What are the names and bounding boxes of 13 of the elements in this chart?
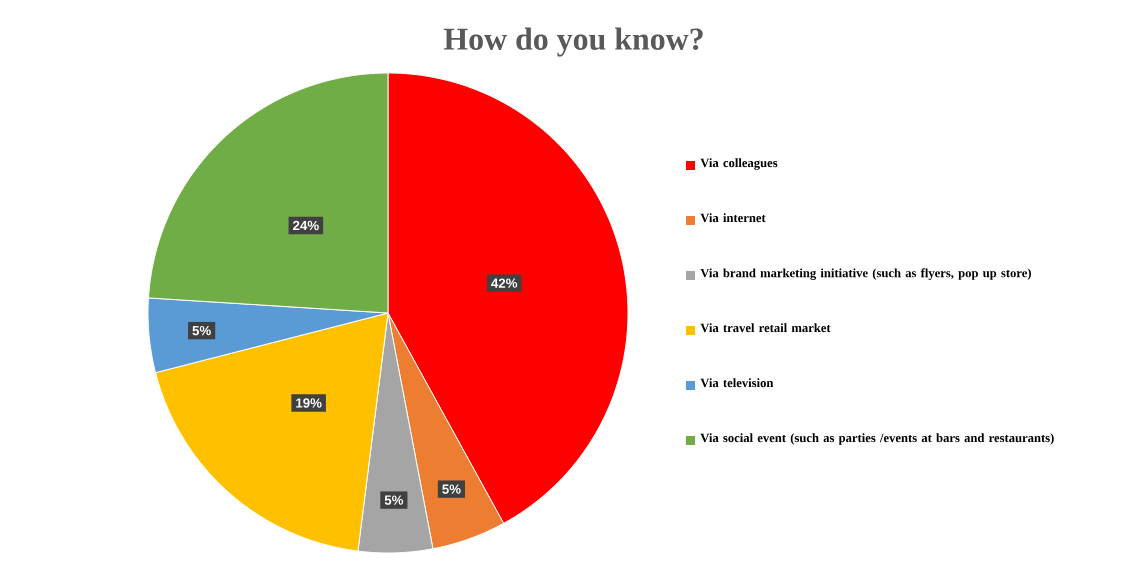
data-label: 19% [296, 398, 322, 408]
legend-label: Via travel retail market [700, 323, 831, 333]
data-label: 24% [293, 220, 319, 231]
legend-label: Via brand marketing initiative (such as flyers, pop up store) [700, 268, 1031, 280]
legend-label: Via television [700, 378, 774, 388]
data-label: 5% [192, 325, 211, 336]
legend-label: Via social event (such as parties /events at bars and restaurants) [700, 433, 1054, 445]
legend-label: Via internet [700, 213, 766, 223]
data-label: 5% [442, 484, 461, 494]
data-label: 5% [384, 495, 404, 505]
legend-label: Via colleagues [700, 158, 778, 170]
chart-title: How do you know? [443, 27, 703, 57]
data-label: 42% [491, 278, 518, 288]
